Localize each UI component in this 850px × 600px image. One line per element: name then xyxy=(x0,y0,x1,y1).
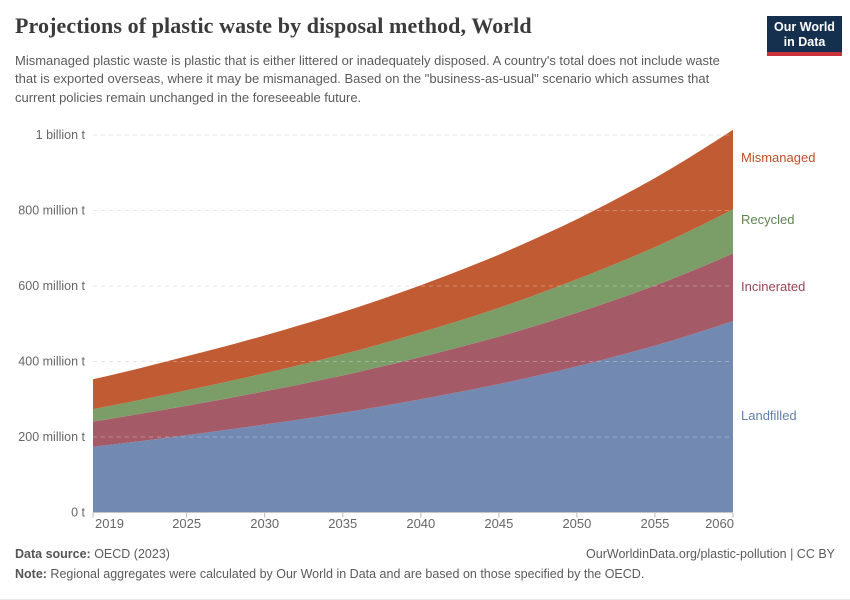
x-axis-label: 2035 xyxy=(328,516,357,531)
gridlines-over xyxy=(93,134,733,438)
x-axis-label: 2025 xyxy=(172,516,201,531)
area-incinerated[interactable] xyxy=(93,253,733,447)
legend-label-incinerated[interactable]: Incinerated xyxy=(741,279,805,294)
legend-label-landfilled[interactable]: Landfilled xyxy=(741,408,797,423)
x-axis-label: 2045 xyxy=(484,516,513,531)
chart-subtitle: Mismanaged plastic waste is plastic that… xyxy=(15,53,720,105)
owid-logo-line1: Our World xyxy=(774,20,835,34)
y-axis-label: 200 million t xyxy=(18,430,85,444)
x-axis-label: 2060 xyxy=(705,516,734,531)
data-source-line: Data source: OECD (2023) xyxy=(15,547,170,561)
y-axis-label: 400 million t xyxy=(18,354,85,368)
area-bands xyxy=(93,129,733,513)
y-axis-label: 800 million t xyxy=(18,203,85,217)
data-source-value: OECD (2023) xyxy=(90,547,170,561)
y-axis-label: 0 t xyxy=(71,505,85,519)
area-mismanaged[interactable] xyxy=(93,129,733,410)
owid-logo[interactable]: Our World in Data xyxy=(767,16,842,56)
page-title: Projections of plastic waste by disposal… xyxy=(15,13,532,38)
owid-logo-line2: in Data xyxy=(783,34,826,49)
area-landfilled[interactable] xyxy=(93,321,733,513)
y-axis-label: 1 billion t xyxy=(36,128,86,142)
x-axis-label: 2030 xyxy=(250,516,279,531)
note-value: Regional aggregates were calculated by O… xyxy=(46,567,645,581)
owid-logo-accent-bar xyxy=(767,52,842,56)
legend-label-mismanaged[interactable]: Mismanaged xyxy=(741,150,815,165)
data-source-label: Data source: xyxy=(15,547,91,561)
note-line: Note: Regional aggregates were calculate… xyxy=(15,567,835,581)
area-recycled[interactable] xyxy=(93,209,733,422)
owid-link[interactable]: OurWorldinData.org/plastic-pollution | C… xyxy=(586,547,835,561)
owid-logo-box: Our World in Data xyxy=(767,16,842,52)
x-axis-label: 2019 xyxy=(95,516,124,531)
x-axis-label: 2050 xyxy=(562,516,591,531)
y-axis-label: 600 million t xyxy=(18,279,85,293)
x-axis-label: 2040 xyxy=(406,516,435,531)
chart-footer: Data source: OECD (2023) OurWorldinData.… xyxy=(15,547,835,581)
note-label: Note: xyxy=(15,567,47,581)
legend-label-recycled[interactable]: Recycled xyxy=(741,212,794,227)
x-axis-label: 2055 xyxy=(640,516,669,531)
